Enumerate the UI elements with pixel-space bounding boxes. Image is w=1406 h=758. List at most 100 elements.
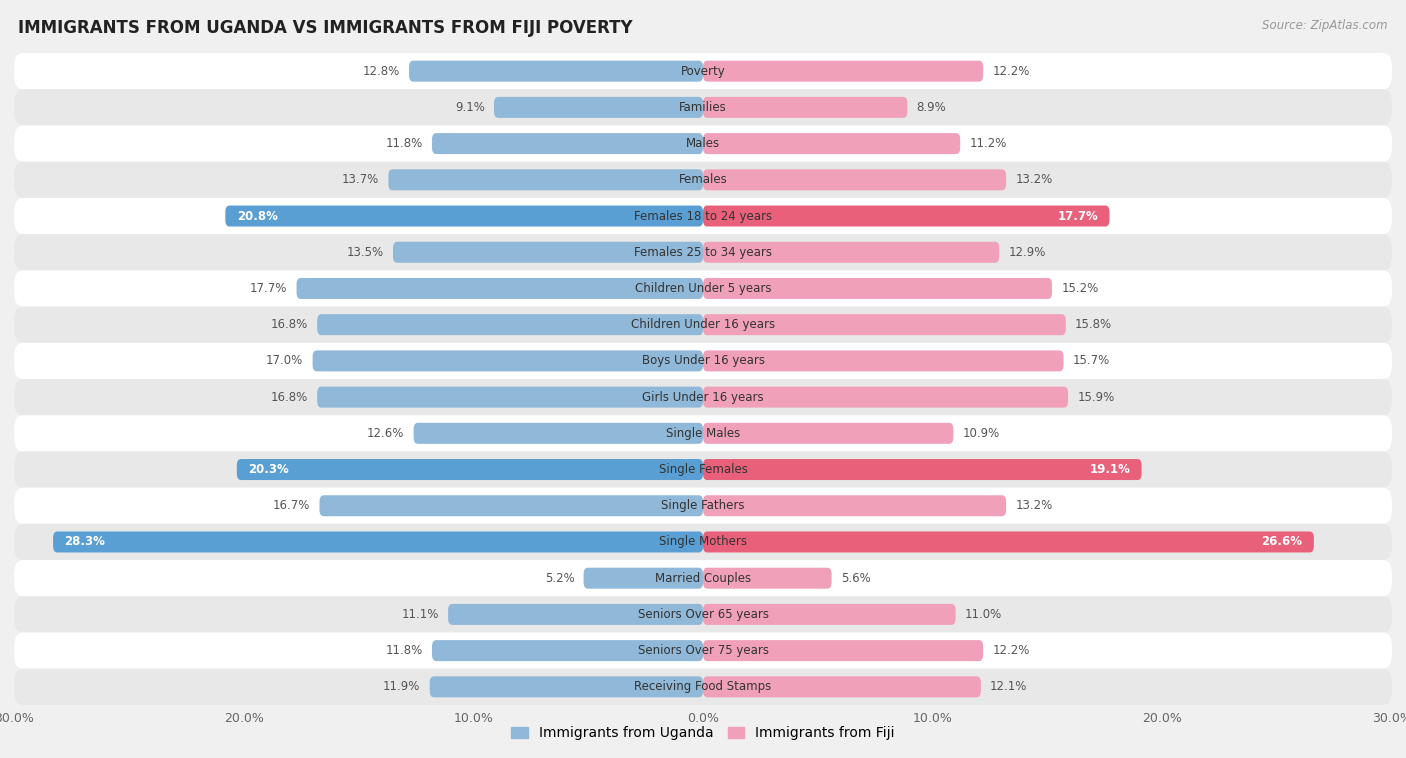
FancyBboxPatch shape [449, 604, 703, 625]
FancyBboxPatch shape [494, 97, 703, 118]
Text: Single Fathers: Single Fathers [661, 500, 745, 512]
Text: 8.9%: 8.9% [917, 101, 946, 114]
Text: 11.8%: 11.8% [385, 644, 423, 657]
FancyBboxPatch shape [430, 676, 703, 697]
FancyBboxPatch shape [14, 161, 1392, 198]
Text: 15.8%: 15.8% [1076, 318, 1112, 331]
Text: 15.9%: 15.9% [1077, 390, 1115, 403]
Text: 19.1%: 19.1% [1090, 463, 1130, 476]
FancyBboxPatch shape [14, 234, 1392, 271]
Text: Boys Under 16 years: Boys Under 16 years [641, 355, 765, 368]
Text: 16.7%: 16.7% [273, 500, 311, 512]
Text: Source: ZipAtlas.com: Source: ZipAtlas.com [1263, 19, 1388, 32]
FancyBboxPatch shape [53, 531, 703, 553]
Text: 12.9%: 12.9% [1008, 246, 1046, 258]
FancyBboxPatch shape [703, 604, 956, 625]
FancyBboxPatch shape [14, 379, 1392, 415]
Text: 5.2%: 5.2% [544, 572, 575, 584]
FancyBboxPatch shape [703, 495, 1007, 516]
Text: 12.6%: 12.6% [367, 427, 405, 440]
Text: 26.6%: 26.6% [1261, 535, 1302, 549]
FancyBboxPatch shape [297, 278, 703, 299]
Text: Poverty: Poverty [681, 64, 725, 77]
Text: 11.9%: 11.9% [384, 681, 420, 694]
Text: Girls Under 16 years: Girls Under 16 years [643, 390, 763, 403]
FancyBboxPatch shape [703, 459, 1142, 480]
Text: 16.8%: 16.8% [271, 390, 308, 403]
FancyBboxPatch shape [388, 169, 703, 190]
Text: 13.2%: 13.2% [1015, 174, 1053, 186]
Text: 12.1%: 12.1% [990, 681, 1028, 694]
FancyBboxPatch shape [14, 415, 1392, 452]
FancyBboxPatch shape [225, 205, 703, 227]
FancyBboxPatch shape [392, 242, 703, 263]
FancyBboxPatch shape [703, 350, 1063, 371]
Text: Seniors Over 65 years: Seniors Over 65 years [637, 608, 769, 621]
Text: 13.2%: 13.2% [1015, 500, 1053, 512]
FancyBboxPatch shape [703, 205, 1109, 227]
Text: 17.7%: 17.7% [1057, 209, 1098, 223]
Text: Females: Females [679, 174, 727, 186]
FancyBboxPatch shape [14, 89, 1392, 126]
Text: 11.8%: 11.8% [385, 137, 423, 150]
FancyBboxPatch shape [14, 126, 1392, 161]
Text: IMMIGRANTS FROM UGANDA VS IMMIGRANTS FROM FIJI POVERTY: IMMIGRANTS FROM UGANDA VS IMMIGRANTS FRO… [18, 19, 633, 37]
Text: Children Under 16 years: Children Under 16 years [631, 318, 775, 331]
Text: 11.0%: 11.0% [965, 608, 1002, 621]
Text: Children Under 5 years: Children Under 5 years [634, 282, 772, 295]
Text: 20.8%: 20.8% [236, 209, 278, 223]
FancyBboxPatch shape [14, 524, 1392, 560]
FancyBboxPatch shape [703, 242, 1000, 263]
Text: 12.2%: 12.2% [993, 644, 1029, 657]
FancyBboxPatch shape [14, 560, 1392, 597]
Text: 11.2%: 11.2% [969, 137, 1007, 150]
Text: Receiving Food Stamps: Receiving Food Stamps [634, 681, 772, 694]
Text: 28.3%: 28.3% [65, 535, 105, 549]
FancyBboxPatch shape [319, 495, 703, 516]
FancyBboxPatch shape [14, 271, 1392, 306]
Text: 13.7%: 13.7% [342, 174, 380, 186]
FancyBboxPatch shape [14, 452, 1392, 487]
Text: Married Couples: Married Couples [655, 572, 751, 584]
FancyBboxPatch shape [703, 314, 1066, 335]
FancyBboxPatch shape [318, 387, 703, 408]
FancyBboxPatch shape [236, 459, 703, 480]
FancyBboxPatch shape [14, 53, 1392, 89]
Text: Females 18 to 24 years: Females 18 to 24 years [634, 209, 772, 223]
FancyBboxPatch shape [703, 61, 983, 82]
Text: Families: Families [679, 101, 727, 114]
FancyBboxPatch shape [14, 306, 1392, 343]
Text: Seniors Over 75 years: Seniors Over 75 years [637, 644, 769, 657]
FancyBboxPatch shape [14, 487, 1392, 524]
FancyBboxPatch shape [14, 632, 1392, 669]
FancyBboxPatch shape [703, 278, 1052, 299]
FancyBboxPatch shape [312, 350, 703, 371]
FancyBboxPatch shape [409, 61, 703, 82]
Text: 17.7%: 17.7% [250, 282, 287, 295]
FancyBboxPatch shape [703, 169, 1007, 190]
FancyBboxPatch shape [703, 423, 953, 444]
Text: Females 25 to 34 years: Females 25 to 34 years [634, 246, 772, 258]
FancyBboxPatch shape [432, 640, 703, 661]
FancyBboxPatch shape [432, 133, 703, 154]
Text: Single Mothers: Single Mothers [659, 535, 747, 549]
Text: 11.1%: 11.1% [402, 608, 439, 621]
Text: Single Males: Single Males [666, 427, 740, 440]
Text: Single Females: Single Females [658, 463, 748, 476]
FancyBboxPatch shape [413, 423, 703, 444]
FancyBboxPatch shape [14, 597, 1392, 632]
FancyBboxPatch shape [703, 568, 831, 589]
Text: 12.8%: 12.8% [363, 64, 399, 77]
Text: 10.9%: 10.9% [963, 427, 1000, 440]
Text: 15.7%: 15.7% [1073, 355, 1109, 368]
Text: 12.2%: 12.2% [993, 64, 1029, 77]
Text: 5.6%: 5.6% [841, 572, 870, 584]
Text: 15.2%: 15.2% [1062, 282, 1098, 295]
FancyBboxPatch shape [14, 343, 1392, 379]
FancyBboxPatch shape [14, 669, 1392, 705]
Text: 9.1%: 9.1% [456, 101, 485, 114]
FancyBboxPatch shape [583, 568, 703, 589]
FancyBboxPatch shape [318, 314, 703, 335]
FancyBboxPatch shape [703, 676, 981, 697]
Text: 20.3%: 20.3% [249, 463, 290, 476]
